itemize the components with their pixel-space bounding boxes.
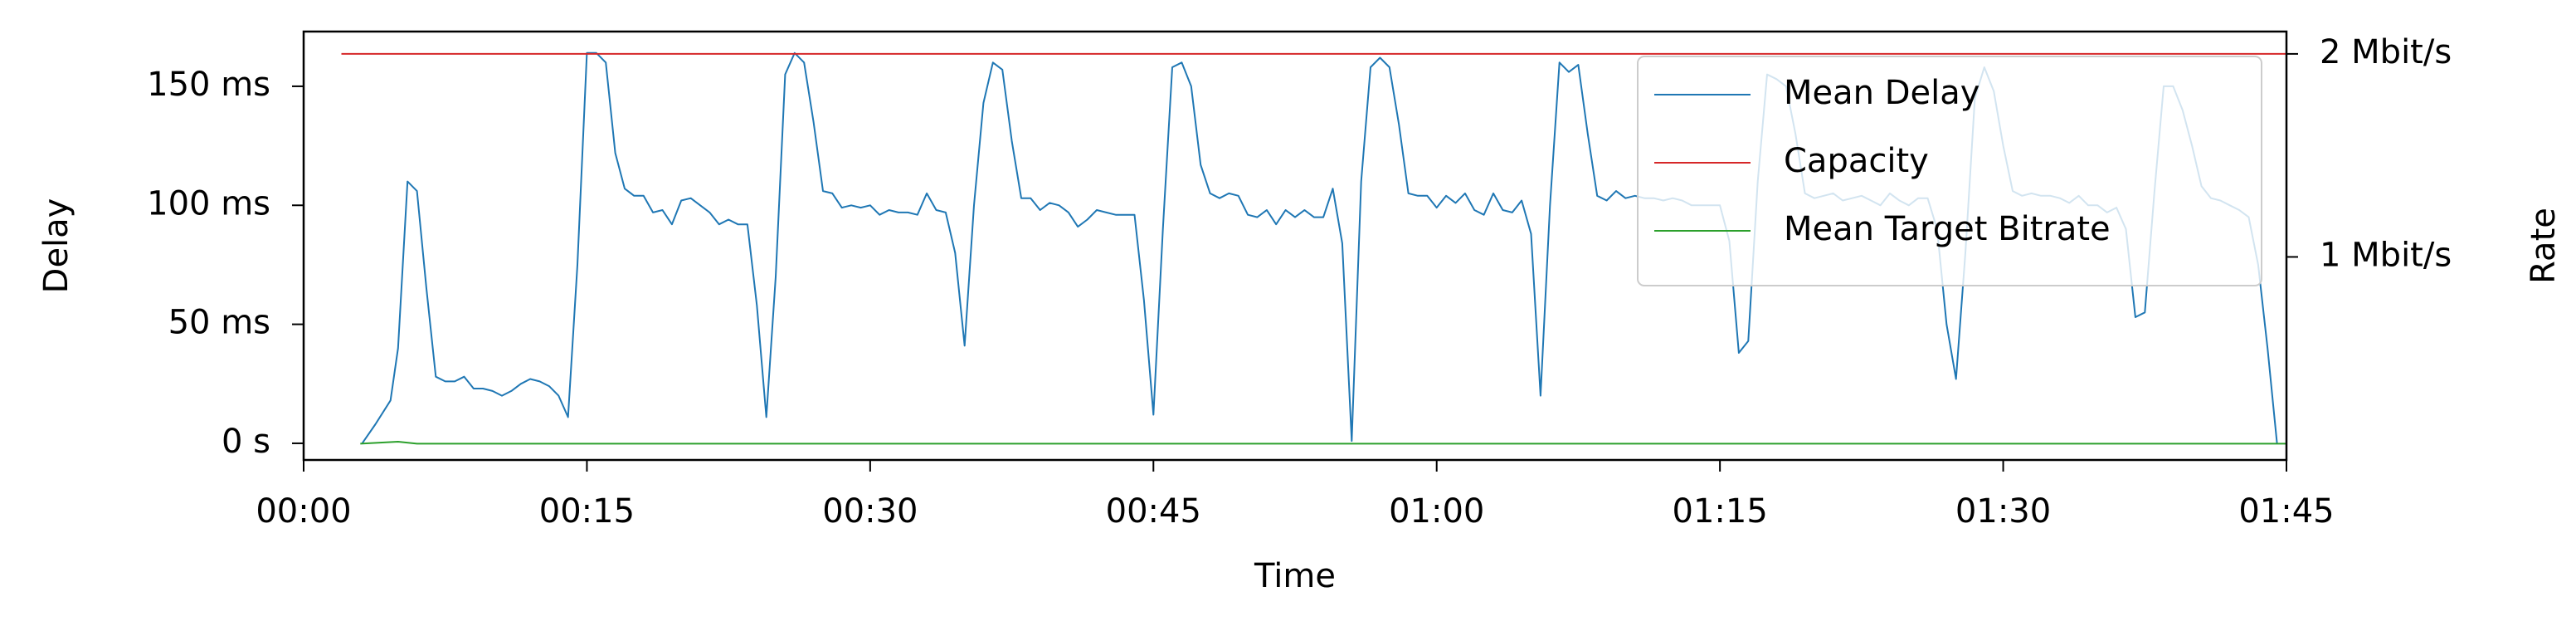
x-tick-label: 01:15 [1673,492,1768,531]
series-line [361,51,2278,444]
x-tick-label: 01:30 [1955,492,2051,531]
x-axis-label: Time [1254,557,1336,595]
legend: Mean Delay Capacity Mean Target Bitrate [1637,56,2262,286]
y-tick-label: 150 ms [147,66,270,104]
y2-axis-label: Rate [2525,208,2563,284]
legend-label: Capacity [1784,142,1929,180]
x-tick-label: 00:15 [539,492,635,531]
legend-label: Mean Delay [1784,74,1979,112]
y2-tick-label: 2 Mbit/s [2320,33,2452,71]
legend-label: Mean Target Bitrate [1784,210,2111,248]
legend-box [1637,56,2262,286]
axes-frame [302,30,2288,462]
y-tick-label: 100 ms [147,184,270,223]
y-axis-label: Delay [37,198,75,294]
y-tick-label: 50 ms [168,304,270,342]
x-tick-label: 00:00 [256,492,351,531]
x-tick-label: 00:30 [822,492,918,531]
series-line [360,441,2286,445]
y2-tick-label: 1 Mbit/s [2320,236,2452,274]
x-tick-label: 01:00 [1389,492,1484,531]
y-tick-label: 0 s [222,423,270,461]
x-tick-label: 01:45 [2238,492,2334,531]
x-tick-label: 00:45 [1106,492,1201,531]
